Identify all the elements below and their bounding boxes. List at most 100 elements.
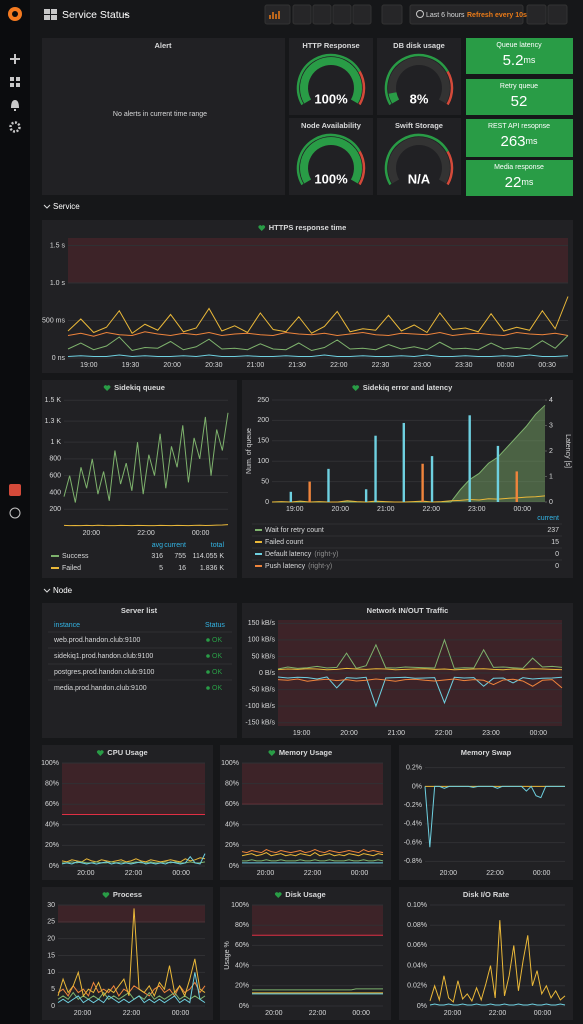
row-chevron[interactable]: [43, 204, 51, 209]
row-title[interactable]: Service: [53, 202, 80, 211]
clock-icon: [416, 10, 424, 18]
y-tick-label: 1.0 s: [50, 280, 66, 287]
legend-value: 114.055 K: [193, 553, 225, 560]
instance-name: postgres.prod.handon.club:9100: [54, 669, 155, 676]
y-tick-label: 25: [47, 919, 55, 926]
x-tick-label: 22:00: [486, 870, 504, 877]
series-line: [241, 848, 384, 854]
y-tick-label: 200: [257, 417, 269, 424]
y2-tick-label: 4: [549, 397, 553, 404]
panel-title: Disk I/O Rate: [463, 890, 509, 899]
alerting-icon[interactable]: [11, 100, 19, 111]
y-tick-label: 600: [49, 473, 61, 480]
dashboard-title[interactable]: Service Status: [62, 9, 130, 21]
zoom-button[interactable]: [526, 4, 547, 25]
y-tick-label: -150 kB/s: [245, 720, 275, 727]
panel-title: Network IN/OUT Traffic: [367, 606, 449, 615]
gauge-threshold: [384, 53, 449, 106]
y-tick-label: 0 ns: [52, 355, 66, 362]
x-tick-label: 22:00: [137, 530, 155, 537]
dashboards-icon[interactable]: [10, 77, 20, 87]
alert-message: No alerts in current time range: [113, 111, 207, 118]
chart-panel: [42, 745, 213, 880]
y-tick-label: 0.10%: [407, 902, 427, 909]
column-header[interactable]: Status: [205, 622, 225, 629]
series-line: [277, 676, 563, 708]
legend-value: 15: [551, 539, 559, 546]
stat-number: 52: [511, 93, 528, 110]
y-tick-label: -0.4%: [404, 821, 422, 828]
refresh-interval[interactable]: Refresh every 10s: [467, 12, 527, 19]
chart-panel: [242, 603, 573, 738]
y-tick-label: 60%: [235, 942, 249, 949]
legend-value: 237: [547, 527, 559, 534]
tv-button[interactable]: [381, 4, 403, 25]
y-tick-label: 20%: [225, 842, 239, 849]
y-tick-label: 20%: [45, 842, 59, 849]
help-icon[interactable]: [9, 507, 21, 519]
y-tick-label: 0.06%: [407, 942, 427, 949]
row-title[interactable]: Node: [53, 586, 73, 595]
y-tick-label: 100: [257, 458, 269, 465]
panel-title: Memory Swap: [461, 748, 512, 757]
threshold-area: [252, 905, 383, 936]
dashboard-icon[interactable]: [44, 9, 57, 20]
add-panel-button[interactable]: [264, 4, 291, 25]
series-area: [272, 405, 545, 502]
bar: [515, 471, 518, 502]
y-tick-label: 1.3 K: [45, 418, 62, 425]
bar: [308, 481, 311, 502]
y-tick-label: 60%: [45, 801, 59, 808]
status-dot: [206, 654, 210, 658]
server-list-panel: [42, 603, 237, 738]
share-button[interactable]: [312, 4, 332, 25]
row-chevron[interactable]: [43, 588, 51, 593]
x-tick-label: 00:00: [351, 870, 369, 877]
create-icon[interactable]: [10, 54, 20, 64]
chart-panel: [42, 380, 237, 578]
toolbar: [264, 4, 568, 25]
legend-value: 0: [555, 551, 559, 558]
chart-panel: [220, 745, 391, 880]
x-tick-label: 20:30: [205, 362, 223, 369]
legend-name: Failed count: [265, 539, 303, 546]
y-axis-label: Num. of queue: [246, 428, 253, 474]
star-button[interactable]: [292, 4, 312, 25]
refresh-button[interactable]: [547, 4, 568, 25]
series-line: [61, 857, 206, 863]
instance-name: media.prod.handon.club:9100: [54, 685, 147, 692]
legend-value: 0: [555, 563, 559, 570]
settings-button[interactable]: [352, 4, 372, 25]
panel-title: Server list: [121, 606, 158, 615]
legend-value: 755: [174, 553, 186, 560]
legend-name: Success: [62, 553, 89, 560]
stat-title: Queue latency: [496, 42, 542, 49]
series-line: [57, 908, 206, 998]
alert-heart: [274, 892, 282, 898]
config-icon[interactable]: [9, 121, 21, 133]
stat-number: 22: [505, 174, 522, 191]
gauge-threshold: [358, 70, 366, 106]
status-dot: [206, 686, 210, 690]
time-range[interactable]: Last 6 hours: [426, 12, 465, 19]
user-avatar[interactable]: [9, 484, 21, 496]
x-tick-label: 00:00: [533, 870, 551, 877]
y-tick-label: 80%: [235, 922, 249, 929]
gauge-track: [388, 137, 450, 184]
x-tick-label: 22:00: [422, 506, 440, 513]
panel-title: Disk Usage: [285, 890, 325, 899]
panel-title: Sidekiq error and latency: [363, 383, 453, 392]
threshold-area: [278, 620, 562, 673]
gauge-threshold: [384, 133, 449, 186]
time-picker[interactable]: [409, 4, 524, 25]
gauge-threshold: [296, 53, 361, 106]
column-header[interactable]: instance: [54, 622, 80, 629]
alert-heart: [102, 892, 110, 898]
x-tick-label: 00:00: [497, 362, 515, 369]
axis-note: (right-y): [314, 551, 338, 558]
x-tick-label: 00:00: [352, 1010, 370, 1017]
gauge-track: [388, 57, 450, 104]
x-tick-label: 20:00: [265, 1010, 283, 1017]
x-tick-label: 21:00: [377, 506, 395, 513]
save-button[interactable]: [332, 4, 352, 25]
